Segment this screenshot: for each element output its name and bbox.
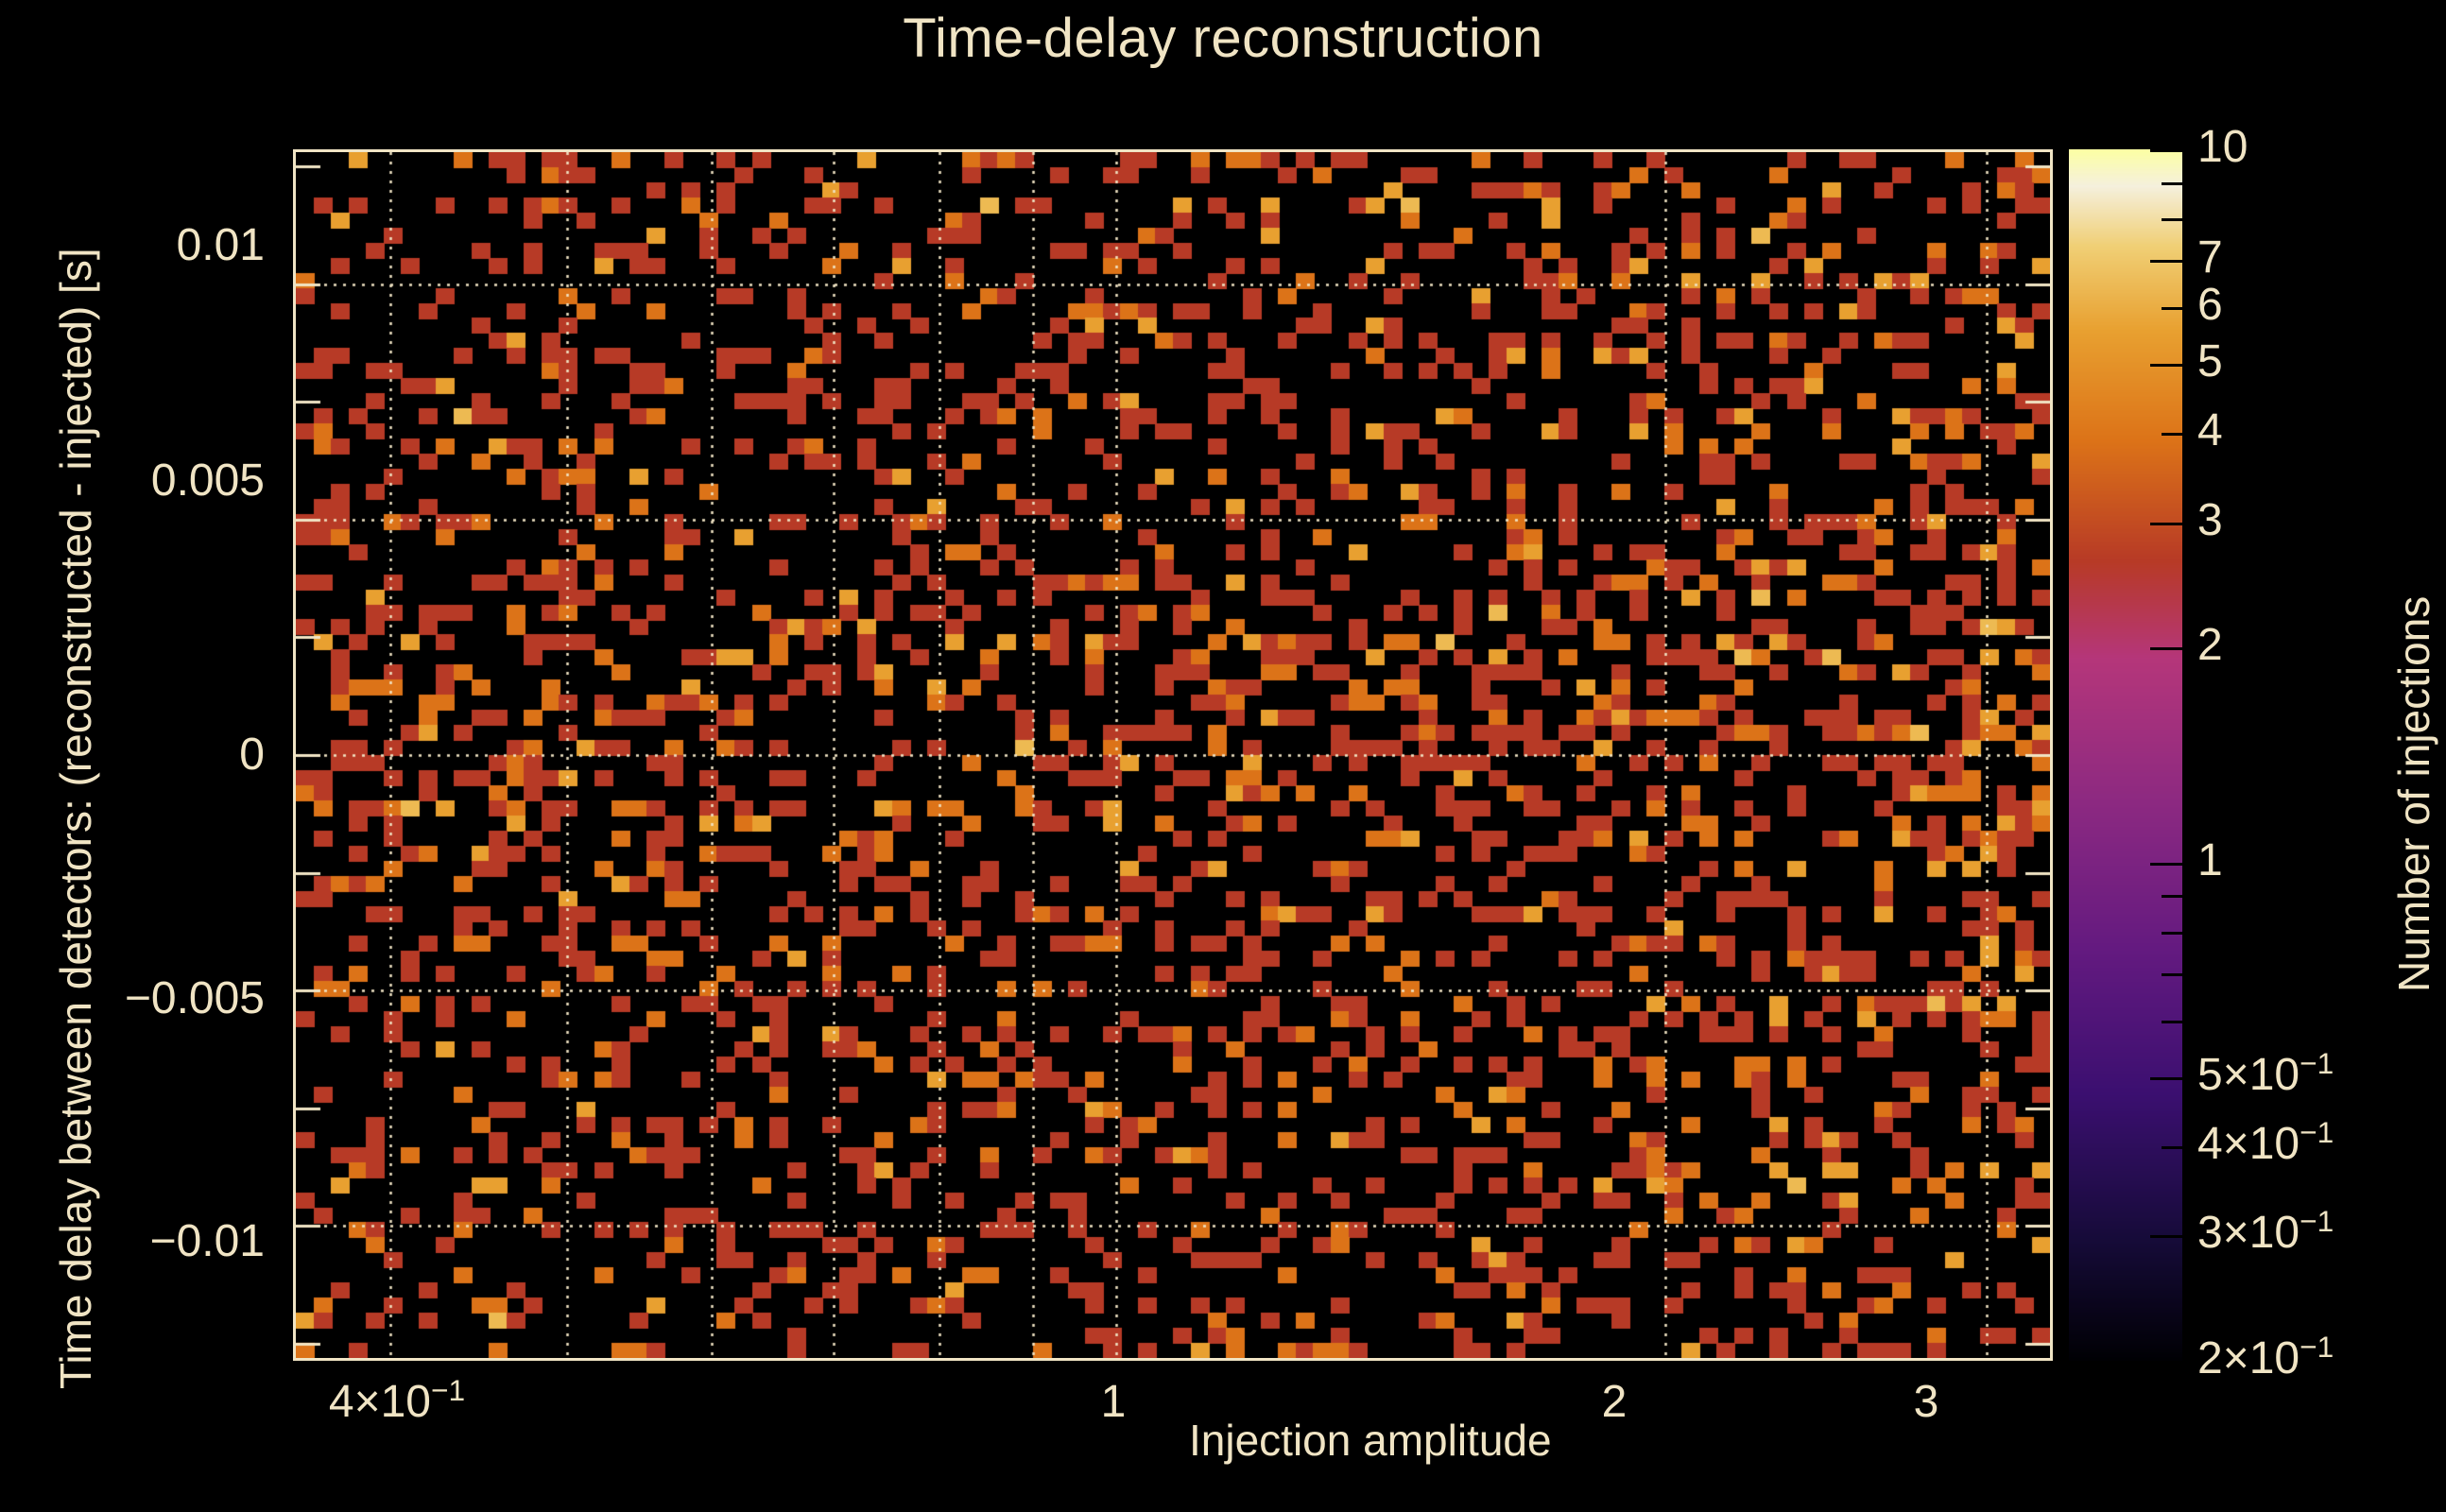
colorbar-tick-label: 5 [2197,339,2223,385]
colorbar-title: Number of injections [2389,595,2438,992]
colorbar-tick [2162,972,2182,976]
x-tick-label: 1 [1028,1378,1198,1427]
colorbar-tick [2162,181,2182,185]
colorbar-tick [2150,862,2182,866]
y-tick-label: 0.01 [176,220,265,270]
colorbar-tick-exponent: −1 [2300,1204,2334,1239]
colorbar-tick-label: 2 [2197,623,2223,668]
heatmap-plot-area [293,149,2053,1361]
colorbar-tick-label: 6 [2197,283,2223,328]
colorbar-tick [2162,1021,2182,1023]
x-tick-label: 3 [1841,1378,2011,1427]
x-tick-text: 2 [1601,1377,1628,1427]
x-tick-text: 3 [1913,1377,1939,1427]
colorbar-tick [2162,1361,2182,1364]
colorbar-tick [2162,1145,2182,1149]
colorbar-tick [2150,149,2182,152]
colorbar-tick-text: 4×10 [2197,1118,2300,1169]
y-tick-label: −0.01 [149,1216,265,1266]
colorbar-tick-exponent: −1 [2300,1114,2334,1149]
colorbar-tick-text: 2×10 [2197,1333,2300,1383]
x-tick-text: 4×10 [328,1377,431,1427]
colorbar-tick [2150,259,2182,263]
x-tick-label: 2 [1529,1378,1699,1427]
colorbar-tick-label: 7 [2197,232,2223,283]
colorbar[interactable] [2069,149,2182,1364]
colorbar-tick-label: 2×10−1 [2197,1332,2334,1383]
colorbar-tick-text: 4 [2197,405,2223,456]
colorbar-tick [2162,931,2182,935]
colorbar-tick-label: 3×10−1 [2197,1206,2334,1259]
colorbar-tick-label: 4×10−1 [2197,1117,2334,1169]
colorbar-tick-text: 5×10 [2197,1049,2300,1100]
y-tick-label: 0.005 [150,455,265,506]
colorbar-tick-text: 3 [2197,494,2223,545]
y-tick-label: 0 [239,730,265,780]
x-axis-title: Injection amplitude [1189,1416,1552,1465]
colorbar-tick-label: 1 [2197,834,2223,885]
colorbar-tick-exponent: −1 [2300,1045,2334,1080]
colorbar-tick-text: 3×10 [2197,1208,2300,1259]
colorbar-tick-text: 2 [2197,620,2223,671]
page-title: Time-delay reconstruction [903,8,1543,69]
colorbar-tick [2162,218,2182,222]
colorbar-tick [2162,307,2182,311]
colorbar-tick [2150,364,2182,368]
colorbar-tick-text: 6 [2197,280,2223,331]
colorbar-tick [2150,522,2182,525]
colorbar-tick [2150,647,2182,651]
colorbar-tick [2150,1076,2182,1080]
colorbar-tick-label: 10 [2197,125,2248,170]
colorbar-tick [2150,1235,2182,1239]
colorbar-tick-text: 10 [2197,122,2248,172]
colorbar-tick [2162,433,2182,437]
colorbar-tick-label: 3 [2197,494,2223,545]
y-tick-label: −0.005 [124,973,265,1023]
colorbar-tick-text: 7 [2197,232,2223,283]
colorbar-tick [2162,895,2182,899]
x-tick-label: 4×10−1 [265,1375,529,1427]
colorbar-tick-text: 1 [2197,834,2223,885]
colorbar-tick-label: 4 [2197,408,2223,454]
colorbar-tick-text: 5 [2197,336,2223,387]
colorbar-tick-label: 5×10−1 [2197,1048,2334,1100]
colorbar-gradient [2069,149,2182,1361]
colorbar-tick-exponent: −1 [2300,1330,2334,1364]
heatmap-cells [296,152,2050,1358]
x-tick-exponent: −1 [431,1373,466,1407]
x-tick-text: 1 [1100,1377,1127,1427]
